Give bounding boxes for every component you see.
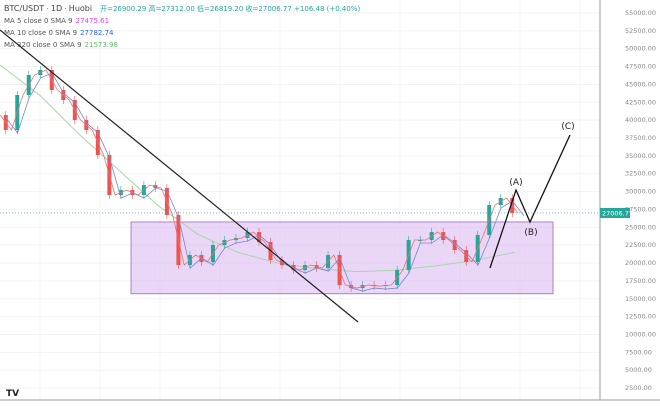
interval[interactable]: 1D	[50, 4, 63, 13]
tradingview-logo: TV	[6, 389, 19, 399]
indicator-ma5[interactable]: MA 5 close 0 SMA 9 27475.61	[4, 15, 360, 27]
y-tick-label: 7500.00	[625, 348, 652, 356]
wave-projection	[489, 134, 571, 269]
y-tick-label: 30000.00	[625, 188, 656, 196]
y-tick-label: 12500.00	[625, 313, 656, 321]
y-tick-label: 45000.00	[625, 80, 656, 88]
indicator-label: MA 320 close 0 SMA 9	[4, 41, 82, 49]
y-tick-label: 2500.00	[625, 384, 652, 392]
legend: BTC/USDT · 1D · Huobi 开=26900.29 高=27312.…	[4, 4, 361, 51]
ma5-line	[0, 69, 519, 289]
y-tick-label: 5000.00	[625, 366, 652, 374]
candle	[418, 240, 423, 242]
y-tick-label: 32500.00	[625, 170, 656, 178]
indicator-value: 27475.61	[75, 17, 110, 25]
y-tick-label: 25000.00	[625, 223, 656, 231]
y-tick-label: 20000.00	[625, 259, 656, 267]
y-tick-label: 35000.00	[625, 152, 656, 160]
y-tick-label: 40000.00	[625, 116, 656, 124]
indicator-label: MA 5 close 0 SMA 9	[4, 17, 73, 25]
last-price-label: 27006.77	[602, 209, 633, 217]
indicator-value: 27782.74	[80, 29, 114, 37]
exchange: Huobi	[68, 4, 93, 13]
y-tick-label: 10000.00	[625, 330, 656, 338]
ma320-line	[0, 64, 516, 273]
last-price-tag	[600, 207, 630, 218]
indicator-ma10[interactable]: MA 10 close 0 SMA 9 27782.74	[4, 27, 360, 39]
indicator-ma320[interactable]: MA 320 close 0 SMA 9 21573.98	[4, 39, 360, 51]
y-tick-label: 27500.00	[625, 205, 656, 213]
y-tick-label: 50000.00	[625, 45, 656, 53]
wave-label: (A)	[509, 178, 522, 188]
indicator-value: 21573.98	[84, 41, 118, 49]
ohlc-values: 开=26900.29 高=27312.00 低=26819.20 收=27006…	[100, 5, 361, 13]
y-tick-label: 42500.00	[625, 98, 656, 106]
symbol-title: BTC/USDT	[4, 4, 45, 13]
y-tick-label: 37500.00	[625, 134, 656, 142]
y-tick-label: 55000.00	[625, 9, 656, 17]
y-tick-label: 17500.00	[625, 277, 656, 285]
y-tick-label: 52500.00	[625, 27, 656, 35]
y-tick-label: 22500.00	[625, 241, 656, 249]
trendline	[0, 29, 359, 323]
y-tick-label: 47500.00	[625, 63, 656, 71]
indicator-label: MA 10 close 0 SMA 9	[4, 29, 78, 37]
y-tick-label: 15000.00	[625, 295, 656, 303]
wave-label: (B)	[524, 228, 537, 238]
wave-label: (C)	[561, 122, 574, 132]
ma10-line	[5, 72, 525, 292]
